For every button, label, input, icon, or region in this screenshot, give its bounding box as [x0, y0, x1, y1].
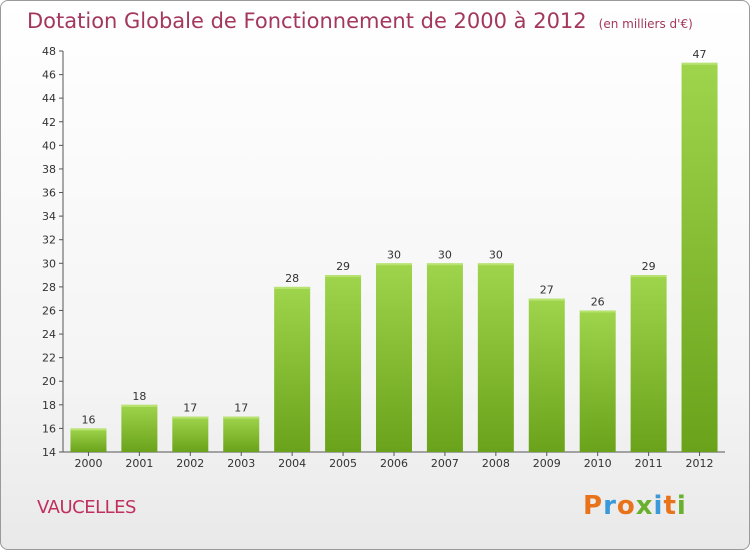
bar-2002: [172, 416, 209, 452]
chart-title-text: Dotation Globale de Fonctionnement de 20…: [27, 9, 587, 33]
bar-highlight: [376, 263, 412, 266]
bar-2011: [630, 275, 667, 452]
bar-highlight: [223, 416, 260, 419]
bar-2007: [426, 263, 463, 452]
bar-2008: [477, 263, 514, 452]
category-label-2006: 2006: [380, 457, 408, 470]
value-label-2003: 17: [234, 402, 248, 415]
value-label-2005: 29: [336, 260, 350, 273]
y-tick-label: 30: [42, 257, 56, 270]
y-tick-label: 48: [42, 45, 56, 58]
category-label-2004: 2004: [278, 457, 306, 470]
bar-highlight: [681, 62, 718, 65]
value-label-2012: 47: [693, 48, 707, 61]
category-label-2007: 2007: [431, 457, 459, 470]
bar-2009: [528, 298, 565, 452]
value-label-2009: 27: [540, 284, 554, 297]
y-tick-label: 36: [42, 187, 56, 200]
bar-2010: [579, 310, 616, 452]
y-tick-label: 20: [42, 375, 56, 388]
y-tick-label: 28: [42, 281, 56, 294]
bar-2004: [274, 286, 311, 452]
value-label-2008: 30: [489, 248, 503, 261]
category-label-2002: 2002: [176, 457, 204, 470]
bar-2000: [70, 428, 107, 452]
y-tick-label: 38: [42, 163, 56, 176]
category-label-2003: 2003: [227, 457, 255, 470]
category-label-2008: 2008: [482, 457, 510, 470]
y-tick-label: 22: [42, 352, 56, 365]
value-label-2002: 17: [183, 402, 197, 415]
bar-2001: [121, 404, 158, 452]
y-tick-label: 44: [42, 92, 56, 105]
logo-letter: P: [583, 491, 604, 521]
labels: 16 2000 18 2001 17 2002 17 2003 28 2004 29 2005 30 20…: [74, 48, 713, 470]
bar-2012: [681, 62, 718, 452]
y-tick-label: 16: [42, 422, 56, 435]
value-label-2000: 16: [81, 413, 95, 426]
commune-name: VAUCELLES: [37, 497, 136, 518]
logo-letter: x: [635, 491, 654, 521]
y-tick-label: 14: [42, 446, 56, 459]
category-label-2010: 2010: [584, 457, 612, 470]
chart-title: Dotation Globale de Fonctionnement de 20…: [27, 9, 693, 33]
y-tick-label: 42: [42, 116, 56, 129]
bar-highlight: [70, 428, 107, 431]
y-tick-label: 32: [42, 234, 56, 247]
bar-highlight: [121, 404, 158, 407]
value-label-2001: 18: [132, 390, 146, 403]
logo-letter: r: [603, 491, 617, 521]
y-tick-label: 34: [42, 210, 56, 223]
y-tick-label: 40: [42, 139, 56, 152]
value-label-2010: 26: [591, 295, 605, 308]
bar-highlight: [477, 263, 514, 266]
y-tick-label: 26: [42, 304, 56, 317]
bar-highlight: [528, 298, 565, 301]
category-label-2011: 2011: [635, 457, 663, 470]
category-label-2005: 2005: [329, 457, 357, 470]
logo-letter: i: [653, 491, 664, 521]
bars: [70, 62, 718, 452]
bar-2003: [223, 416, 260, 452]
logo-letter: o: [616, 491, 636, 521]
bar-2006: [376, 263, 412, 452]
logo-letter: t: [663, 491, 677, 521]
bar-highlight: [426, 263, 463, 266]
bar-2005: [325, 275, 362, 452]
category-label-2012: 2012: [686, 457, 714, 470]
value-label-2011: 29: [642, 260, 656, 273]
chart-unit: (en milliers d'€): [598, 17, 693, 31]
proxiti-logo[interactable]: Proxiti: [583, 491, 687, 521]
value-label-2007: 30: [438, 248, 452, 261]
bar-highlight: [274, 286, 311, 289]
y-tick-label: 24: [42, 328, 56, 341]
y-tick-label: 46: [42, 69, 56, 82]
category-label-2000: 2000: [74, 457, 102, 470]
value-label-2004: 28: [285, 272, 299, 285]
bar-highlight: [325, 275, 362, 278]
bar-highlight: [630, 275, 667, 278]
axes: 14 16 18 20 22 24 26 28 30 32 34 36 38 40 42 44 46 48: [42, 45, 725, 459]
bar-highlight: [172, 416, 209, 419]
logo-letter: i: [676, 491, 687, 521]
value-label-2006: 30: [387, 248, 401, 261]
category-label-2001: 2001: [125, 457, 153, 470]
y-tick-label: 18: [42, 399, 56, 412]
bar-highlight: [579, 310, 616, 313]
category-label-2009: 2009: [533, 457, 561, 470]
